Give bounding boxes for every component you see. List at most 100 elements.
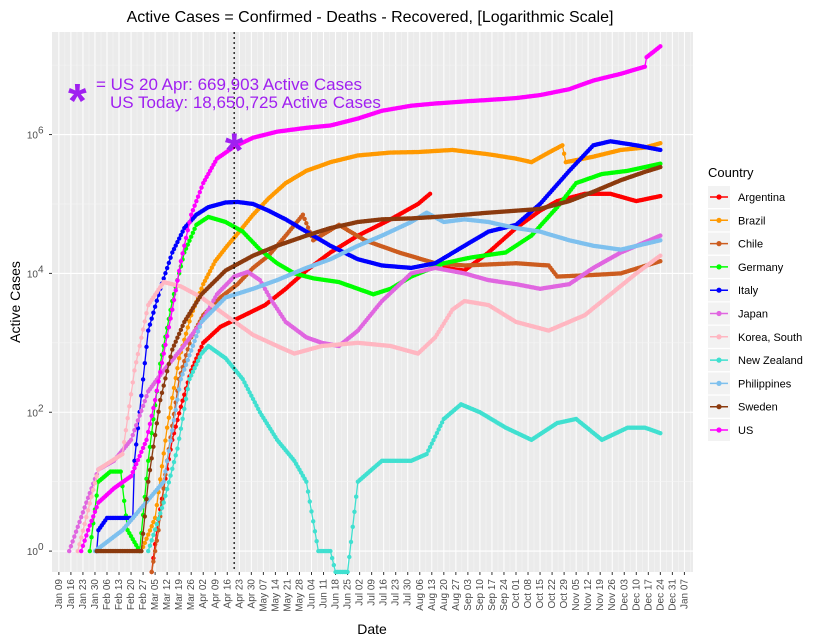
y-tick-exponent: 2 xyxy=(38,403,44,414)
data-point xyxy=(85,495,91,501)
data-point xyxy=(209,265,215,270)
data-point xyxy=(439,420,445,425)
data-point xyxy=(149,413,154,419)
data-point xyxy=(168,255,173,260)
x-tick-label: Feb 06 xyxy=(102,579,113,611)
data-point xyxy=(151,532,156,538)
data-point xyxy=(178,258,184,264)
x-tick-label: Jun 04 xyxy=(306,579,317,609)
data-point xyxy=(173,339,178,344)
legend-entry-italy: Italy xyxy=(738,285,759,297)
data-point xyxy=(249,393,254,398)
data-point xyxy=(79,548,84,554)
data-point xyxy=(304,479,309,484)
x-tick-label: Dec 10 xyxy=(631,579,642,611)
data-point xyxy=(146,479,151,484)
data-point xyxy=(427,444,433,450)
data-point xyxy=(80,510,86,515)
x-tick-label: Feb 20 xyxy=(126,579,137,611)
data-point xyxy=(161,500,166,505)
data-point xyxy=(431,437,436,443)
data-point xyxy=(254,403,259,408)
data-point xyxy=(156,379,161,384)
x-tick-label: Jun 18 xyxy=(331,579,342,609)
data-point xyxy=(166,325,172,330)
data-point xyxy=(159,360,165,366)
data-point xyxy=(348,539,354,545)
x-tick-label: Apr 02 xyxy=(198,579,209,609)
data-point xyxy=(146,458,151,463)
data-point xyxy=(183,362,189,368)
data-point xyxy=(125,416,130,421)
data-point xyxy=(80,543,86,549)
data-point xyxy=(152,515,158,521)
legend-key-dot xyxy=(716,241,722,247)
chart-title: Active Cases = Confirmed - Deaths - Reco… xyxy=(127,9,614,26)
data-point xyxy=(132,368,137,373)
y-tick-label: 10 xyxy=(27,269,39,280)
data-point xyxy=(142,398,147,404)
data-point xyxy=(352,509,357,514)
legend-key-dot xyxy=(716,287,722,293)
y-tick-label: 10 xyxy=(27,547,39,558)
x-tick-label: Apr 09 xyxy=(210,579,221,609)
data-point xyxy=(139,393,144,398)
data-point xyxy=(658,164,663,170)
annotation-star-icon: * xyxy=(68,75,87,128)
data-point xyxy=(170,428,175,433)
data-point xyxy=(183,235,189,241)
data-point xyxy=(146,429,151,435)
x-tick-label: Oct 29 xyxy=(559,579,570,609)
data-point xyxy=(168,316,173,321)
data-point xyxy=(144,344,149,350)
x-tick-label: Jan 09 xyxy=(54,579,65,609)
data-point xyxy=(149,456,154,461)
data-point xyxy=(427,191,433,197)
data-point xyxy=(187,319,192,324)
data-point xyxy=(92,509,98,514)
data-point xyxy=(161,479,166,484)
data-point xyxy=(79,535,84,540)
data-point xyxy=(173,288,178,293)
x-tick-label: Dec 24 xyxy=(655,579,666,611)
data-point xyxy=(176,236,182,241)
y-tick-exponent: 4 xyxy=(38,264,44,275)
data-point xyxy=(152,527,158,532)
data-point xyxy=(75,548,80,554)
data-point xyxy=(154,502,160,508)
data-point xyxy=(159,464,165,469)
data-point xyxy=(182,243,187,248)
data-point xyxy=(87,501,93,506)
annotation-line-2: US Today: 18,650,725 Active Cases xyxy=(110,93,381,112)
grid xyxy=(52,32,693,572)
data-point xyxy=(195,329,201,334)
data-point xyxy=(190,230,196,235)
data-point xyxy=(207,268,213,274)
data-point xyxy=(73,529,79,534)
data-point xyxy=(182,367,187,372)
data-point xyxy=(135,418,141,423)
data-point xyxy=(158,511,163,516)
data-point xyxy=(142,514,147,519)
data-point xyxy=(77,519,82,525)
data-point xyxy=(130,432,135,438)
data-point xyxy=(240,376,245,382)
data-point xyxy=(178,426,184,431)
data-point xyxy=(140,531,146,536)
data-point xyxy=(158,477,163,482)
x-tick-label: Jul 16 xyxy=(379,579,390,606)
x-tick-label: Apr 16 xyxy=(222,579,233,609)
data-point xyxy=(130,380,135,385)
data-point xyxy=(80,528,86,533)
data-point xyxy=(144,496,149,502)
data-point xyxy=(190,208,196,213)
data-point xyxy=(192,203,197,208)
data-point xyxy=(161,276,166,281)
data-point xyxy=(132,427,137,433)
data-point xyxy=(163,271,168,276)
data-point xyxy=(180,398,185,403)
data-point xyxy=(180,251,185,256)
data-point xyxy=(159,505,165,511)
x-tick-label: Oct 08 xyxy=(523,579,534,609)
data-point xyxy=(173,424,178,429)
